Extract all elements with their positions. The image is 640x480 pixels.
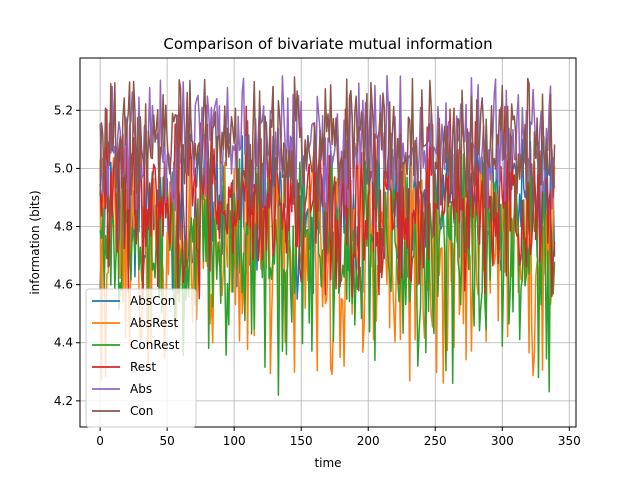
series-line-rest (99, 104, 556, 300)
x-axis-label: time (314, 456, 341, 470)
y-tick-label: 5.0 (54, 161, 73, 175)
y-tick-label: 4.2 (54, 394, 73, 408)
series-line-con (99, 76, 556, 213)
x-tick-label: 350 (558, 434, 581, 448)
chart-title: Comparison of bivariate mutual informati… (163, 35, 492, 53)
y-axis-label: information (bits) (28, 190, 42, 294)
y-tick-label: 5.2 (54, 103, 73, 117)
y-tick-label: 4.4 (54, 336, 73, 350)
series-line-abs (99, 74, 556, 213)
x-tick-label: 50 (159, 434, 174, 448)
legend-label: AbsCon (130, 294, 175, 308)
legend-label: ConRest (130, 338, 180, 352)
plot-frame (79, 57, 577, 428)
y-tick-label: 4.6 (54, 278, 73, 292)
x-tick-label: 300 (491, 434, 514, 448)
legend-label: AbsRest (130, 316, 179, 330)
legend-label: Rest (130, 360, 156, 374)
x-tick-label: 250 (424, 434, 447, 448)
legend-label: Abs (130, 382, 152, 396)
y-tick-label: 4.8 (54, 220, 73, 234)
axis-ticks: 0 50 100 150 200 250 300 350 4.2 4.4 4.6 4.8 5.0 5.2 (54, 103, 581, 448)
x-tick-label: 150 (290, 434, 313, 448)
legend-label: Con (130, 404, 153, 418)
x-tick-label: 200 (357, 434, 380, 448)
x-tick-label: 0 (96, 434, 104, 448)
x-tick-label: 100 (223, 434, 246, 448)
